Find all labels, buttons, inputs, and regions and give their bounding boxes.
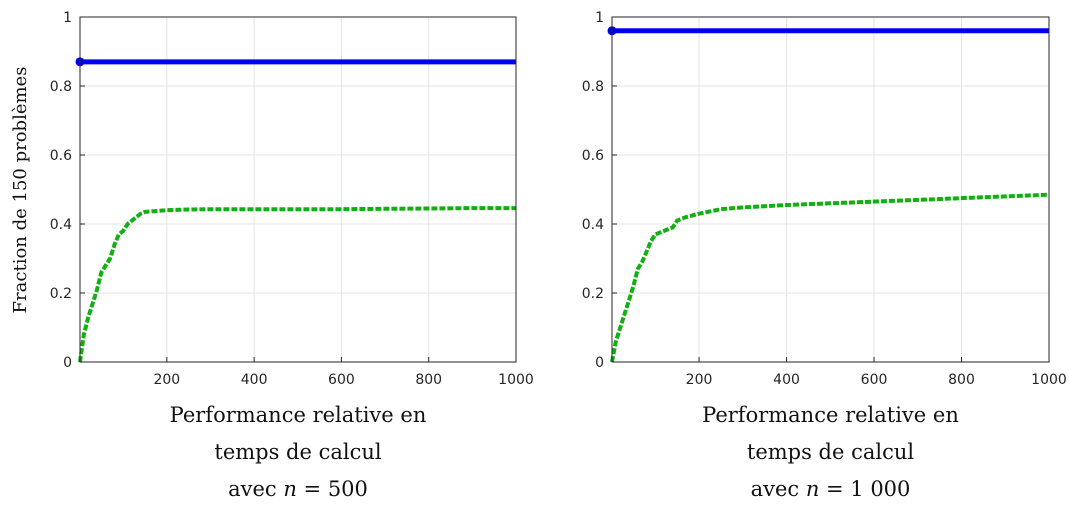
y-tick-label: 0.2 xyxy=(582,286,604,302)
x-tick-label: 200 xyxy=(153,372,180,388)
y-tick-label: 0 xyxy=(63,355,72,371)
chart-panel-1: 200 400 600 800 1000 0 0.2 0.4 0.6 0.8 1 Performanc… xyxy=(50,10,534,501)
y-tick-label: 1 xyxy=(595,10,604,26)
x-tick-label: 600 xyxy=(328,372,355,388)
x-axis-label-line-1: Performance relative en xyxy=(170,403,427,427)
y-tick-label: 0.4 xyxy=(582,217,604,233)
plot-frame xyxy=(79,16,517,363)
series-line-2 xyxy=(610,192,1050,363)
chart-panel-2: 200 400 600 800 1000 0 0.2 0.4 0.6 0.8 1 Performanc… xyxy=(582,10,1067,501)
y-tick-label: 0 xyxy=(595,355,604,371)
x-tick-label: 600 xyxy=(861,372,888,388)
y-tick-label: 0.6 xyxy=(582,148,604,164)
caption-value: = 500 xyxy=(297,477,368,501)
y-tick-label: 0.8 xyxy=(50,79,72,95)
x-axis-label-line-2: temps de calcul xyxy=(747,440,915,464)
panel-caption: avec n = 500 xyxy=(228,477,368,501)
y-tick-label: 0.2 xyxy=(50,286,72,302)
x-tick-label: 1000 xyxy=(1031,372,1067,388)
y-tick-label: 1 xyxy=(63,10,72,26)
y-tick-label: 0.6 xyxy=(50,148,72,164)
x-axis-label-line-1: Performance relative en xyxy=(702,403,959,427)
x-tick-label: 1000 xyxy=(498,372,534,388)
plot-frame xyxy=(611,16,1050,363)
y-tick-label: 0.8 xyxy=(582,79,604,95)
caption-variable: n xyxy=(806,477,820,501)
x-tick-label: 400 xyxy=(241,372,268,388)
x-axis-label-line-2: temps de calcul xyxy=(214,440,382,464)
x-tick-label: 800 xyxy=(948,372,975,388)
caption-variable: n xyxy=(283,477,297,501)
plot-area xyxy=(612,17,1049,362)
plot-area xyxy=(80,17,516,362)
caption-prefix: avec xyxy=(751,477,806,501)
x-tick-label: 200 xyxy=(686,372,713,388)
caption-prefix: avec xyxy=(228,477,283,501)
y-axis-label: Fraction de 150 problèmes xyxy=(10,67,31,314)
series-line-2 xyxy=(78,206,516,363)
y-tick-label: 0.4 xyxy=(50,217,72,233)
caption-value: = 1 000 xyxy=(819,477,910,501)
x-tick-label: 800 xyxy=(415,372,442,388)
panel-caption: avec n = 1 000 xyxy=(751,477,911,501)
x-tick-label: 400 xyxy=(773,372,800,388)
